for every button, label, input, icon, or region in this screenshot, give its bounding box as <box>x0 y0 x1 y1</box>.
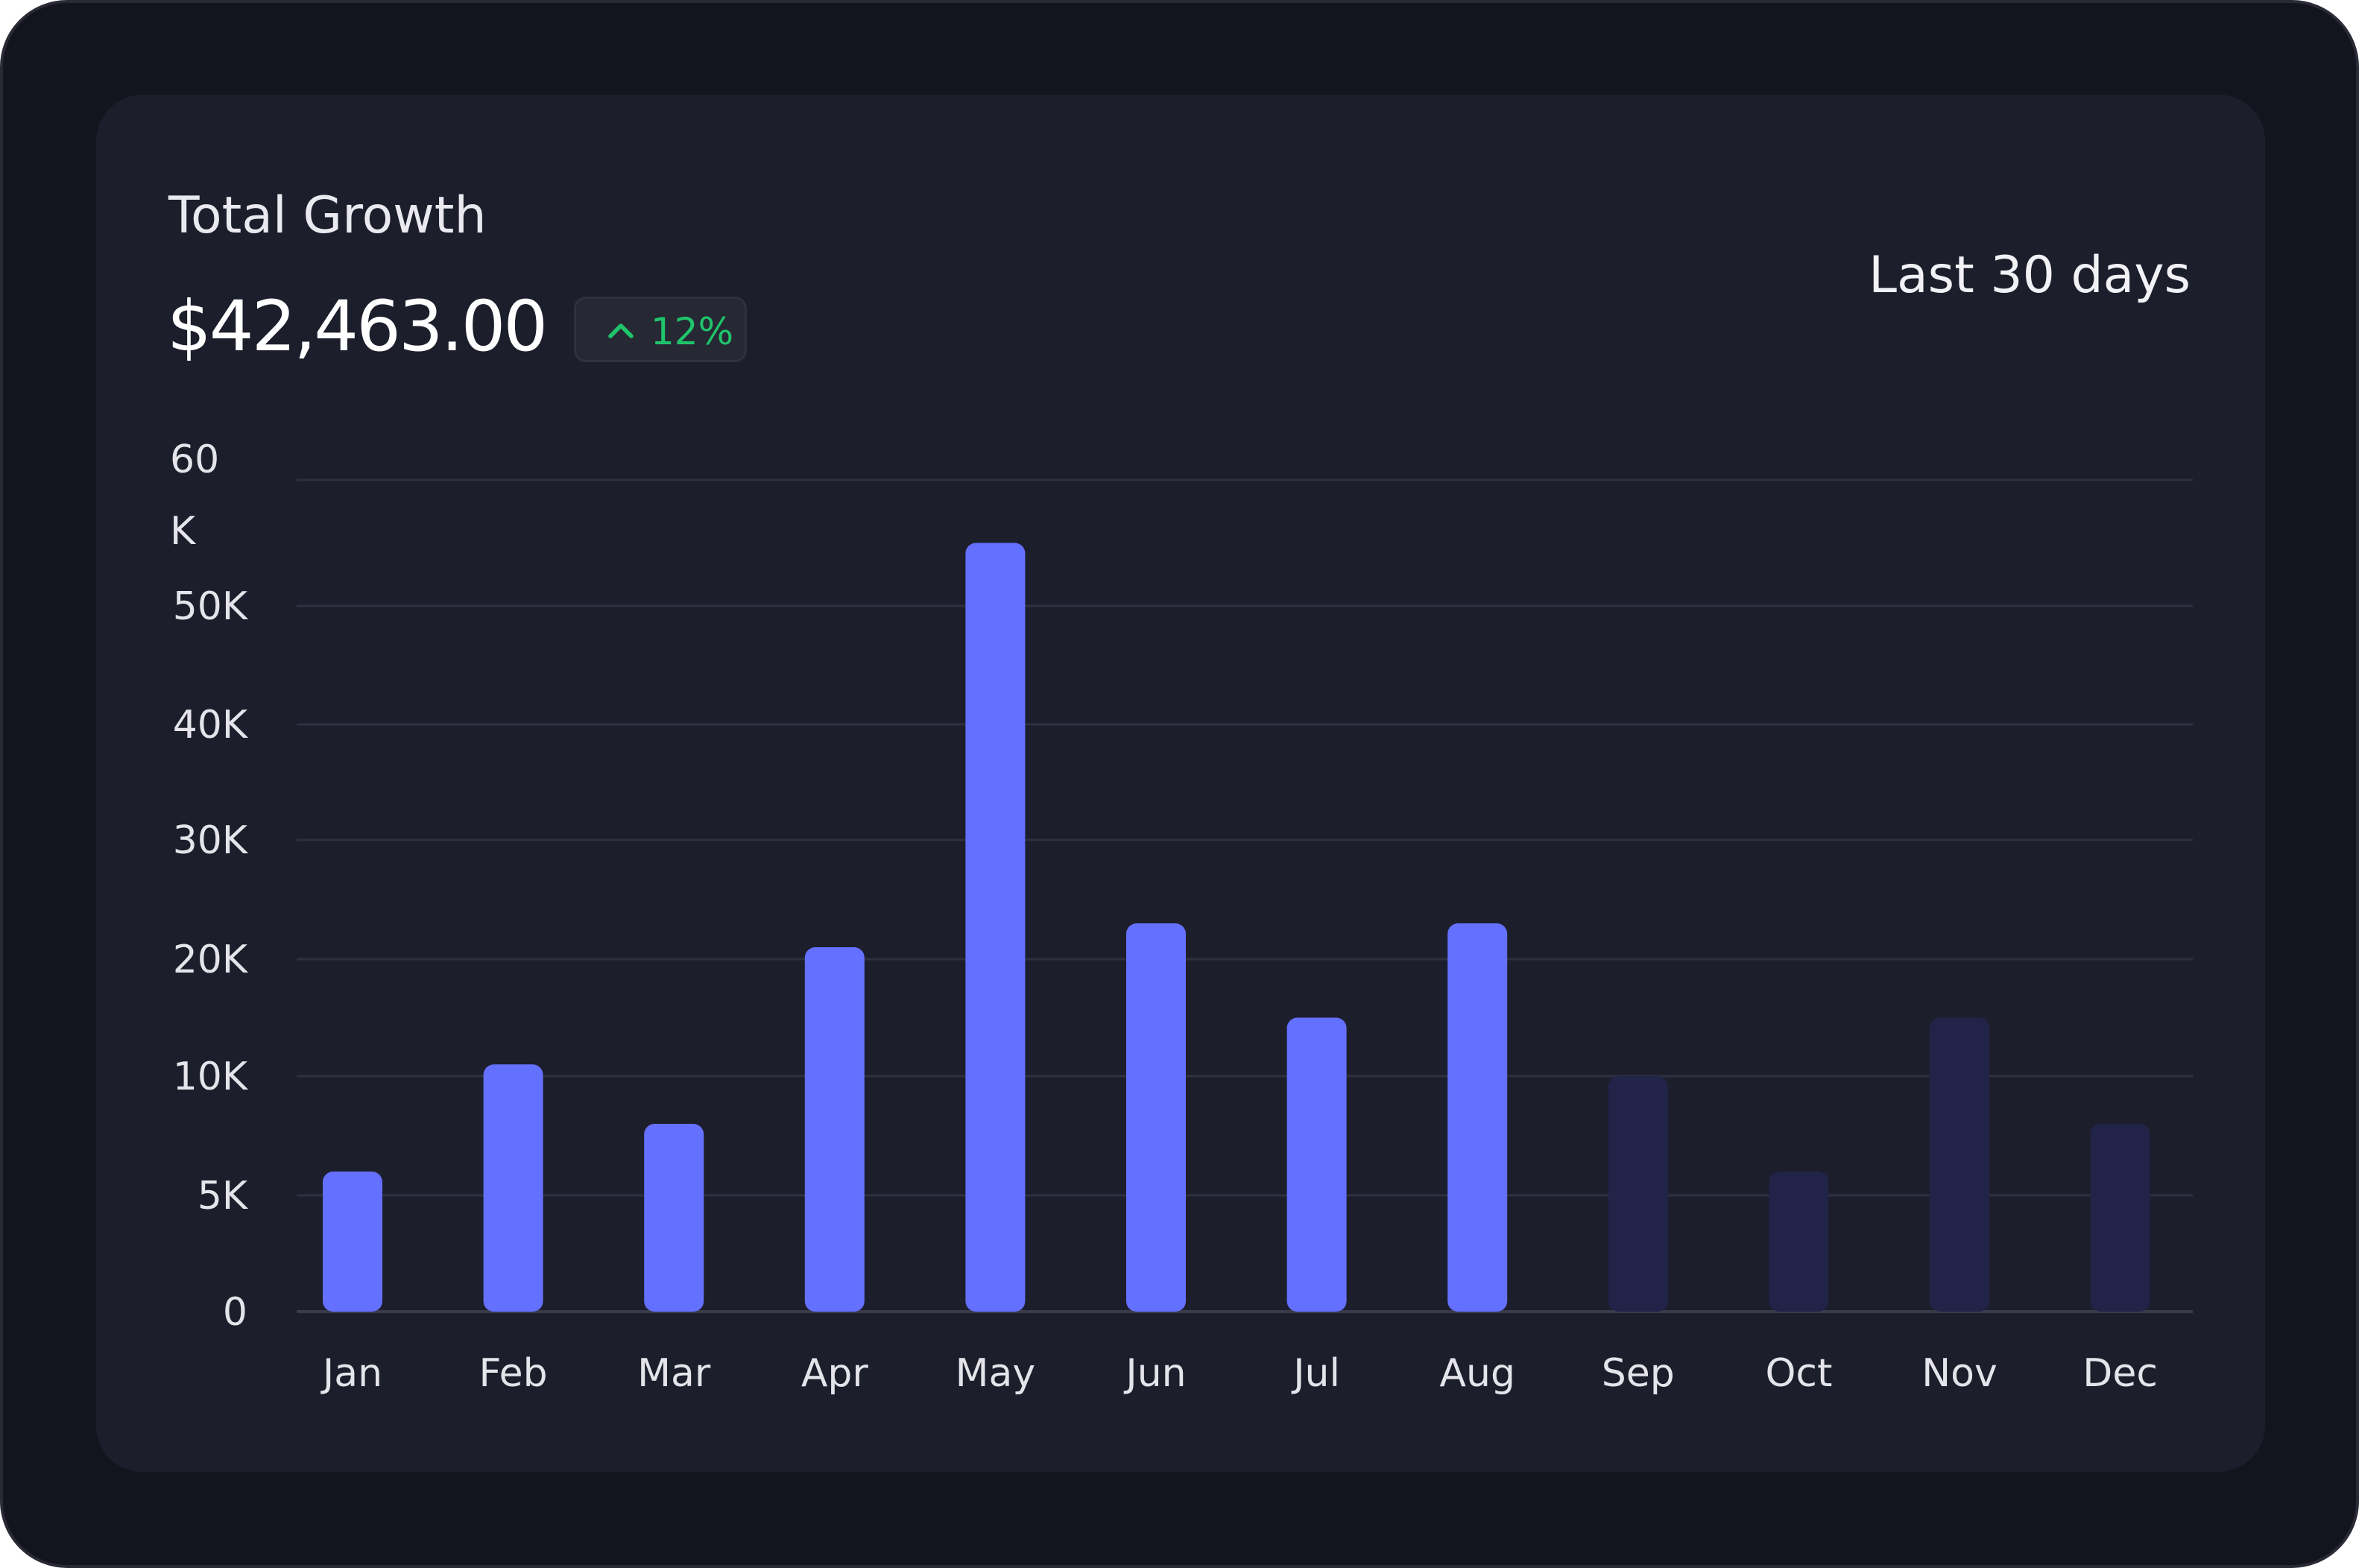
x-tick-label: Nov <box>1921 1351 1998 1396</box>
bar-dec <box>2090 1124 2150 1312</box>
bar-jun <box>1126 923 1186 1312</box>
x-tick-label: May <box>956 1351 1036 1396</box>
x-tick-label: Aug <box>1439 1351 1515 1396</box>
x-tick-label: Dec <box>2082 1351 2158 1396</box>
y-tick-label: 20K <box>173 938 249 982</box>
x-tick-label: Jul <box>1291 1351 1340 1396</box>
y-tick-label: 50K <box>173 584 249 629</box>
bar-jan <box>323 1172 382 1312</box>
x-tick-label: Oct <box>1765 1351 1832 1396</box>
x-tick-label: Jun <box>1123 1351 1186 1396</box>
x-tick-label: Sep <box>1602 1351 1675 1396</box>
change-badge: 12% <box>574 297 747 362</box>
y-tick-label: 5K <box>198 1174 249 1218</box>
chart-bars <box>323 543 2150 1312</box>
y-tick-label: 30K <box>173 818 249 863</box>
x-tick-label: Jan <box>320 1351 382 1396</box>
y-tick-label: 10K <box>173 1055 249 1099</box>
y-tick-label: 60 K <box>170 437 219 554</box>
bar-may <box>965 543 1026 1312</box>
card-title: Total Growth <box>168 186 487 245</box>
x-tick-label: Mar <box>637 1351 711 1396</box>
bar-aug <box>1447 923 1508 1312</box>
x-tick-label: Apr <box>801 1351 869 1396</box>
total-amount: $42,463.00 <box>167 286 548 367</box>
x-axis-labels: Jan Feb Mar Apr May Jun Jul Aug Sep Oct Nov Dec <box>320 1351 2158 1396</box>
bar-mar <box>644 1124 704 1312</box>
date-range-label: Last 30 days <box>1869 246 2191 305</box>
chart-grid <box>297 478 2193 1313</box>
y-axis-ticks: 0 5K 10K 20K 30K 40K 50K 60 K <box>170 437 249 1335</box>
y-tick-label: 0 <box>223 1290 247 1335</box>
x-tick-label: Feb <box>479 1351 548 1396</box>
bar-oct <box>1769 1172 1829 1312</box>
bar-nov <box>1930 1017 1989 1312</box>
bar-feb <box>483 1064 543 1312</box>
bar-jul <box>1286 1017 1347 1312</box>
change-value: 12% <box>651 310 734 353</box>
bar-sep <box>1608 1076 1668 1312</box>
bar-apr <box>804 947 865 1312</box>
chevron-up-icon <box>608 323 634 338</box>
y-tick-label: 40K <box>173 703 249 747</box>
